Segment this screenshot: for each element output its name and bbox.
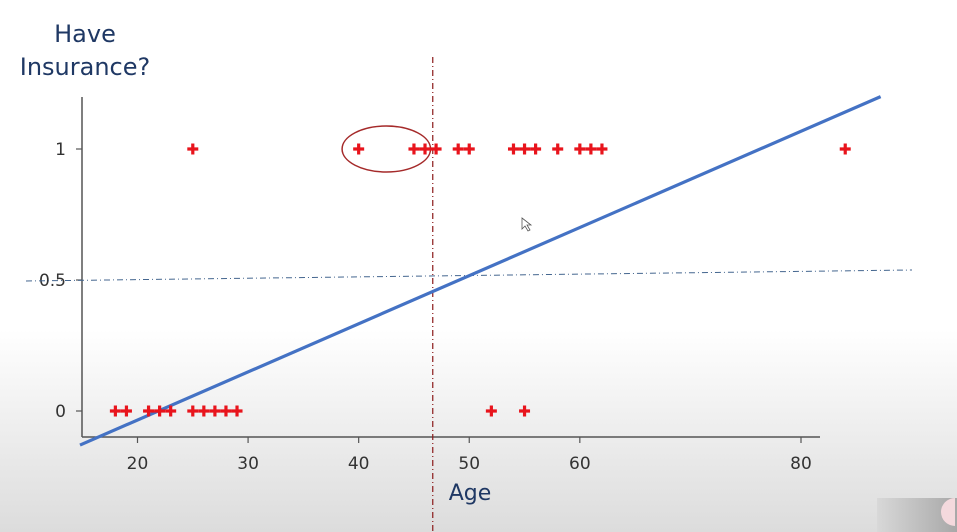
regression-line (79, 95, 882, 447)
data-point-22 (552, 143, 564, 155)
cursor-icon (521, 217, 533, 232)
data-point-25 (596, 143, 608, 155)
data-point-17 (452, 143, 464, 155)
data-point-2 (143, 405, 155, 417)
data-point-6 (198, 405, 210, 417)
data-point-14 (408, 143, 420, 155)
data-point-16 (430, 143, 442, 155)
data-point-5 (187, 405, 199, 417)
data-point-21 (530, 143, 542, 155)
x-tick-label-50: 50 (458, 454, 480, 474)
x-tick-label-20: 20 (127, 454, 149, 474)
y-tick-label-0: 0 (55, 402, 66, 422)
avatar (941, 498, 955, 526)
data-point-7 (209, 405, 221, 417)
data-point-23 (574, 143, 586, 155)
data-point-9 (231, 405, 243, 417)
highlight-ellipse (341, 125, 432, 173)
data-point-19 (507, 143, 519, 155)
data-point-4 (165, 405, 177, 417)
y-axis-label: Have Insurance? (0, 18, 170, 84)
data-point-10 (485, 405, 497, 417)
x-tick-label-30: 30 (237, 454, 259, 474)
y-axis-label-line-1: Have (54, 20, 116, 48)
x-tick-label-60: 60 (569, 454, 591, 474)
presenter-thumbnail (877, 498, 957, 532)
data-point-24 (585, 143, 597, 155)
data-point-11 (519, 405, 531, 417)
data-point-18 (463, 143, 475, 155)
x-tick-label-80: 80 (790, 454, 812, 474)
data-point-1 (120, 405, 132, 417)
y-axis-label-line-2: Insurance? (19, 53, 151, 81)
data-point-20 (519, 143, 531, 155)
data-point-3 (154, 405, 166, 417)
data-point-0 (109, 405, 121, 417)
data-point-15 (419, 143, 431, 155)
data-point-13 (353, 143, 365, 155)
data-point-12 (187, 143, 199, 155)
x-tick-label-40: 40 (348, 454, 370, 474)
y-tick-label-1: 1 (55, 140, 66, 160)
data-point-8 (220, 405, 232, 417)
x-axis-label: Age (448, 481, 492, 506)
data-point-26 (839, 143, 851, 155)
